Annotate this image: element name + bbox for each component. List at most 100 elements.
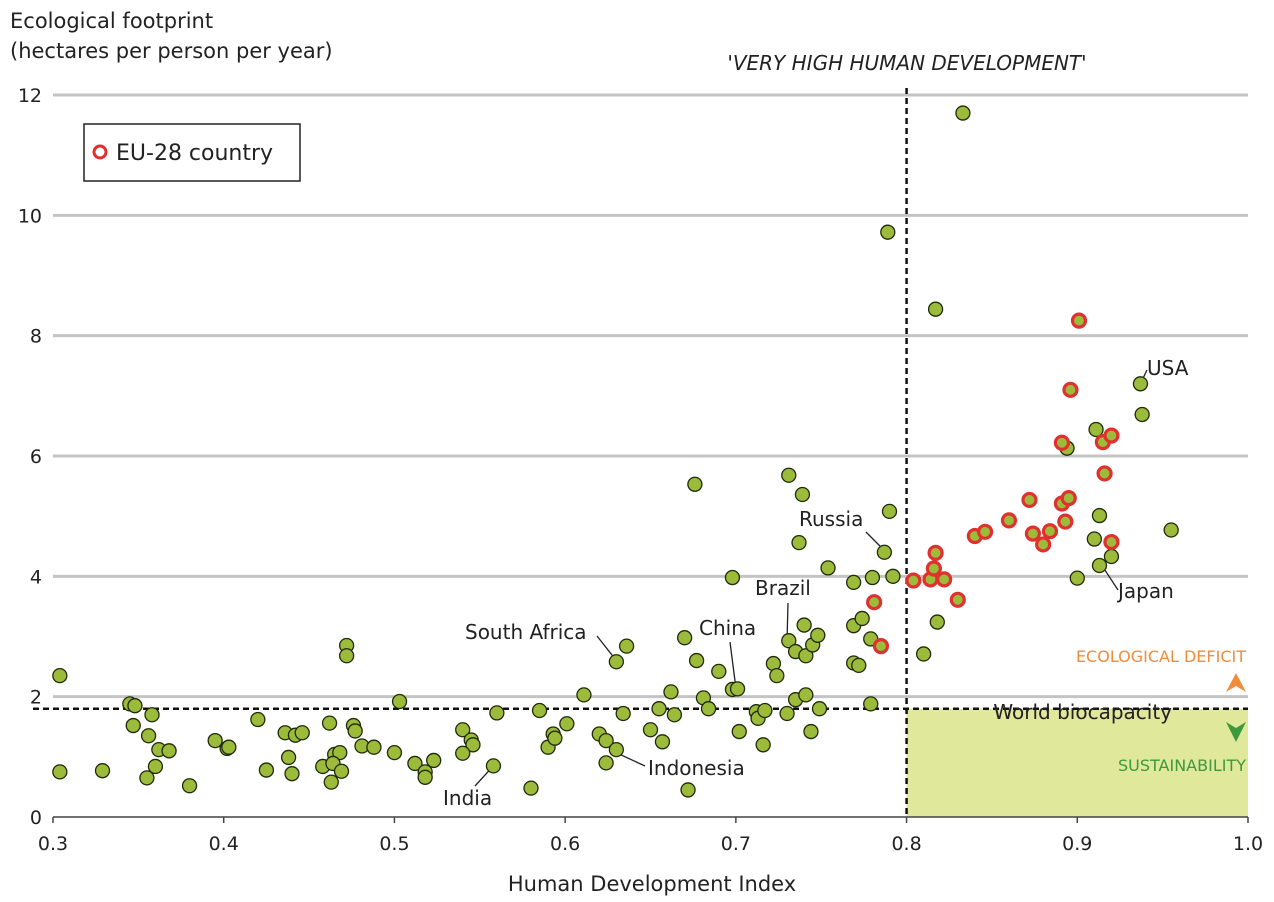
country-point bbox=[608, 654, 625, 670]
country-point bbox=[1163, 522, 1179, 538]
country-point bbox=[207, 732, 223, 749]
country-point bbox=[798, 648, 814, 664]
country-point bbox=[323, 774, 339, 790]
country-label: China bbox=[699, 616, 756, 640]
country-point bbox=[779, 705, 795, 722]
country-point bbox=[666, 707, 683, 723]
y-tick-label: 2 bbox=[30, 687, 42, 709]
country-point bbox=[52, 667, 68, 684]
country-point bbox=[417, 769, 433, 785]
country-point bbox=[881, 503, 898, 520]
country-point bbox=[94, 763, 111, 779]
country-point bbox=[755, 737, 771, 753]
eu-country-point bbox=[1057, 513, 1074, 530]
sustainable-zone bbox=[906, 708, 1248, 817]
country-point bbox=[803, 723, 819, 740]
eu-marker-icon bbox=[92, 144, 108, 160]
y-tick-label: 12 bbox=[18, 85, 42, 107]
y-axis-title-line2: (hectares per person per year) bbox=[10, 39, 333, 63]
country-point bbox=[1091, 507, 1108, 524]
country-point bbox=[333, 763, 350, 779]
eu-country-point bbox=[905, 572, 922, 589]
country-point bbox=[680, 782, 696, 798]
country-point bbox=[811, 701, 828, 717]
country-point bbox=[687, 476, 703, 492]
country-label: Indonesia bbox=[648, 756, 745, 780]
country-point bbox=[864, 569, 881, 586]
country-point bbox=[618, 638, 635, 654]
country-point bbox=[651, 701, 667, 717]
country-point bbox=[321, 715, 338, 731]
x-tick-label: 0.6 bbox=[550, 833, 580, 855]
country-point bbox=[791, 534, 807, 551]
country-point bbox=[366, 739, 382, 755]
country-point bbox=[810, 627, 826, 643]
country-point bbox=[820, 560, 836, 576]
country-label: Russia bbox=[799, 507, 863, 531]
country-point bbox=[796, 617, 812, 633]
x-tick-label: 0.4 bbox=[209, 833, 239, 855]
country-point bbox=[221, 739, 237, 755]
country-point bbox=[559, 716, 575, 732]
country-point bbox=[676, 630, 693, 646]
country-point bbox=[711, 663, 727, 680]
eu-country-point bbox=[1060, 490, 1077, 507]
country-point bbox=[426, 752, 442, 769]
x-axis-title: Human Development Index bbox=[508, 872, 796, 896]
country-point bbox=[885, 568, 901, 584]
country-point bbox=[851, 657, 867, 674]
country-point bbox=[547, 730, 563, 746]
y-tick-label: 6 bbox=[30, 446, 42, 468]
eu-country-point bbox=[949, 591, 966, 608]
eu-country-point bbox=[976, 523, 994, 540]
country-point bbox=[724, 569, 741, 586]
y-tick-label: 8 bbox=[30, 326, 42, 348]
x-tick-label: 0.3 bbox=[38, 833, 68, 855]
eu-country-point bbox=[927, 544, 944, 561]
country-point bbox=[284, 766, 300, 782]
country-point bbox=[332, 744, 348, 761]
country-label: India bbox=[443, 786, 492, 810]
country-point bbox=[523, 780, 539, 796]
country-label: South Africa bbox=[465, 620, 587, 644]
eu-country-point bbox=[1041, 523, 1059, 540]
country-point bbox=[846, 574, 862, 590]
sustainability-arrow-icon bbox=[1226, 722, 1246, 742]
country-point bbox=[863, 696, 879, 712]
eu-country-point bbox=[1103, 533, 1120, 551]
y-tick-label: 10 bbox=[18, 205, 42, 227]
country-point bbox=[280, 749, 297, 766]
eu-country-point bbox=[1053, 434, 1071, 451]
x-tick-labels: 0.3 0.4 0.5 0.6 0.7 0.8 0.9 1.0 bbox=[38, 817, 1263, 855]
country-point bbox=[161, 743, 177, 759]
country-point bbox=[140, 728, 157, 744]
eu-country-point bbox=[1000, 512, 1018, 529]
legend: EU-28 country bbox=[83, 123, 301, 182]
country-label: USA bbox=[1147, 356, 1189, 380]
country-point bbox=[598, 755, 614, 771]
country-point bbox=[1088, 421, 1104, 438]
country-point bbox=[294, 725, 310, 741]
country-point bbox=[880, 224, 896, 240]
deficit-arrow-icon bbox=[1226, 673, 1246, 692]
data-points bbox=[52, 105, 1179, 798]
eu-country-point bbox=[1096, 465, 1113, 482]
country-point bbox=[407, 755, 423, 772]
eu-country-point bbox=[925, 560, 942, 577]
country-point bbox=[1086, 531, 1103, 547]
eu-country-point bbox=[1035, 536, 1052, 553]
eu-country-point bbox=[936, 571, 953, 588]
world-biocapacity-label: World biocapacity bbox=[993, 700, 1172, 724]
y-tick-label: 0 bbox=[30, 807, 42, 829]
country-point bbox=[347, 723, 363, 739]
y-tick-label: 4 bbox=[30, 566, 42, 588]
eu-country-point bbox=[1021, 491, 1038, 509]
country-point bbox=[688, 652, 705, 669]
country-point bbox=[386, 744, 403, 761]
country-point bbox=[489, 705, 505, 721]
eu-country-point bbox=[866, 594, 883, 611]
eu-country-point bbox=[1062, 381, 1079, 398]
country-point bbox=[615, 705, 631, 722]
country-point bbox=[781, 633, 797, 649]
